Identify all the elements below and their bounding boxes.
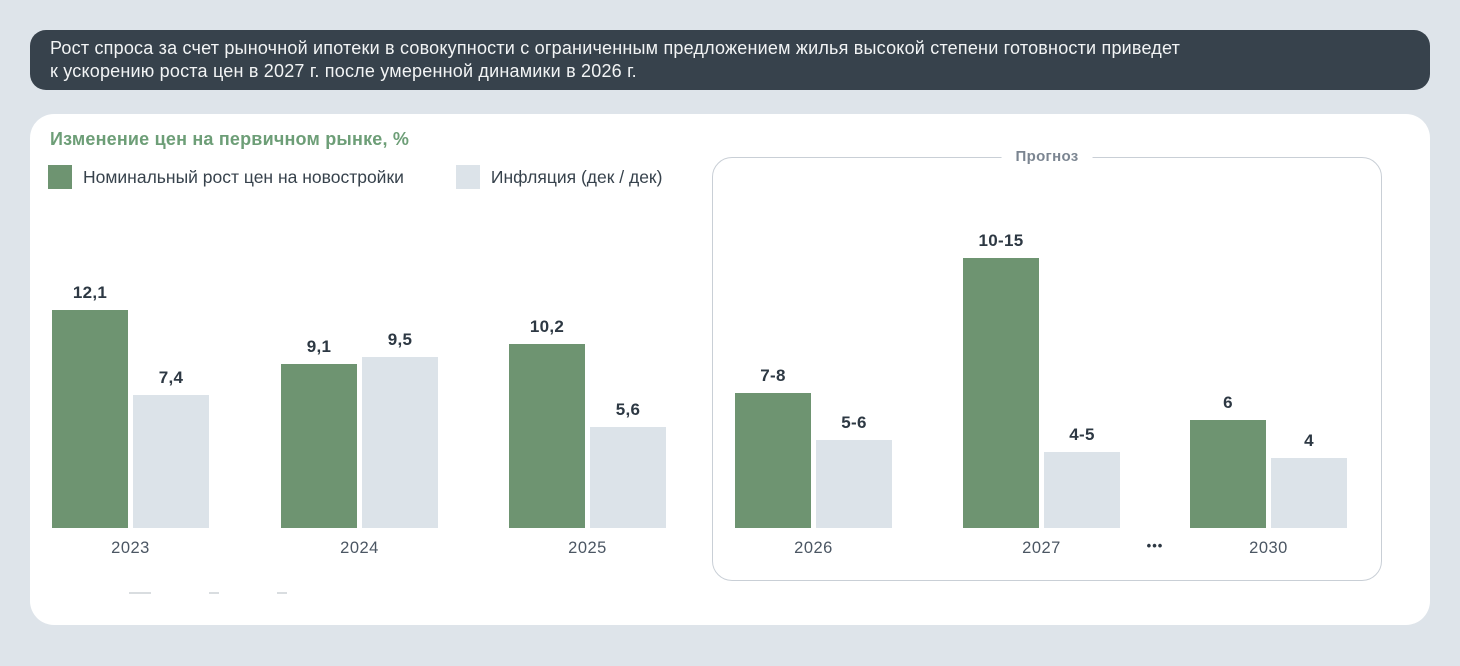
clipped-mark [129, 592, 151, 594]
legend-swatch-gray-icon [455, 165, 480, 189]
chart-legend: Номинальный рост цен на новостройки Инфл… [48, 165, 662, 189]
legend-label-nominal-growth: Номинальный рост цен на новостройки [83, 166, 404, 187]
legend-item-nominal-growth: Номинальный рост цен на новостройки [48, 165, 404, 189]
chart-card [30, 114, 1430, 625]
forecast-box: Прогноз [712, 148, 1382, 581]
clipped-footnote-marks [0, 592, 1460, 595]
headline-banner: Рост спроса за счет рыночной ипотеки в с… [30, 30, 1430, 90]
chart-title: Изменение цен на первичном рынке, % [50, 129, 410, 149]
legend-item-inflation: Инфляция (дек / дек) [455, 165, 663, 189]
legend-label-inflation: Инфляция (дек / дек) [490, 166, 663, 187]
legend-swatch-green-icon [48, 165, 72, 189]
clipped-mark [277, 592, 287, 594]
headline-line-2: к ускорению роста цен в 2027 г. после ум… [50, 61, 637, 81]
headline-line-1: Рост спроса за счет рыночной ипотеки в с… [50, 38, 1181, 58]
clipped-mark [209, 592, 219, 594]
forecast-label: Прогноз [1001, 148, 1093, 165]
ellipsis-dots: ••• [1146, 538, 1164, 553]
